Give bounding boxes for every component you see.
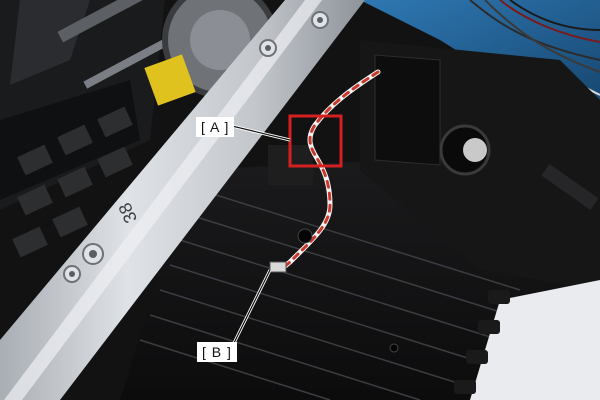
leader-line-b — [233, 269, 271, 344]
cable — [275, 69, 381, 273]
tray-ribs — [139, 189, 521, 400]
highlight-box-a — [288, 114, 343, 168]
right-housing — [360, 40, 600, 290]
callout-label-a: [ A ] — [196, 117, 235, 137]
screw-head-icons — [63, 11, 329, 283]
leader-line-a — [231, 125, 291, 141]
tray-hole-icon — [389, 343, 399, 353]
frame-highlight — [4, 0, 322, 400]
shaft-hole-icon — [297, 228, 313, 244]
ink-pad-slots — [12, 106, 133, 258]
cable-connector-icon — [269, 261, 287, 273]
output-rollers — [454, 280, 600, 400]
callout-label-b: [ B ] — [197, 342, 237, 362]
